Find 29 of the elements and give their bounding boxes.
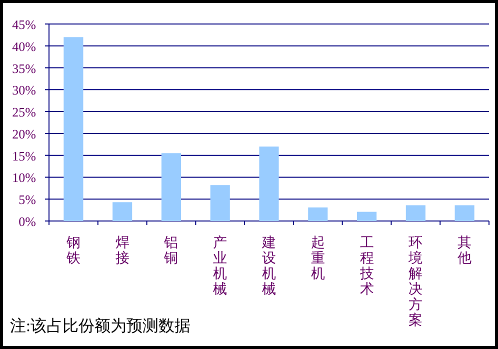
text: 注:该占比份额为预测数据 (10, 317, 190, 335)
y-tick-label: 40% (12, 38, 36, 54)
y-tick-label: 15% (12, 148, 36, 164)
x-tick-label: 工程技术 (358, 236, 374, 298)
y-tick-label: 20% (12, 126, 36, 142)
y-tick-label: 5% (18, 192, 36, 208)
y-tick-label: 45% (12, 17, 36, 32)
bar (161, 153, 181, 221)
bar (64, 37, 84, 221)
bar (259, 146, 279, 221)
x-tick-label: 其他 (458, 235, 472, 266)
bar (210, 185, 230, 221)
y-tick-label: 10% (12, 170, 36, 186)
bar (112, 202, 132, 221)
x-tick-label: 起重机 (310, 235, 325, 282)
bar (406, 205, 426, 221)
y-tick-label: 35% (12, 60, 36, 76)
bar (308, 207, 328, 221)
bar (357, 212, 377, 221)
x-tick-label: 环境解决方案 (408, 236, 423, 328)
bar (454, 205, 474, 221)
x-tick-label: 钢铁 (65, 235, 80, 266)
y-tick-label: 25% (12, 104, 36, 120)
x-tick-label: 焊接 (115, 235, 130, 266)
x-tick-label: 产业机械 (213, 235, 228, 298)
y-tick-label: 30% (12, 82, 36, 98)
x-tick-label: 铝铜 (163, 235, 178, 266)
x-tick-label: 建设机械 (261, 235, 276, 298)
y-tick-label: 0% (18, 214, 36, 229)
